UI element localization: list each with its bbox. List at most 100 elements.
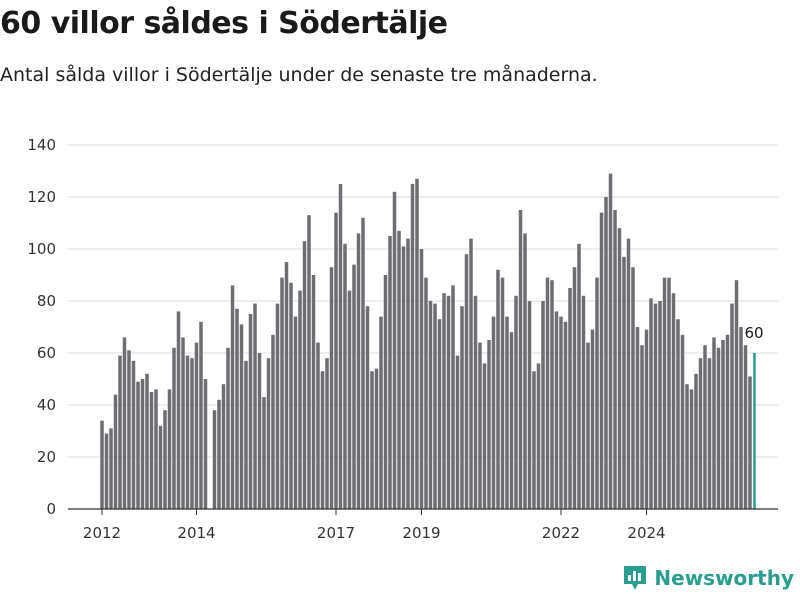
- bar: [545, 277, 550, 509]
- y-tick-label: 120: [27, 188, 56, 206]
- bar: [419, 249, 424, 509]
- bar: [514, 295, 518, 509]
- bar: [109, 428, 113, 509]
- bar: [577, 243, 581, 510]
- bar: [244, 360, 248, 509]
- x-tick-label: 2024: [627, 524, 665, 540]
- bar: [743, 345, 748, 509]
- bar: [154, 389, 158, 509]
- bar: [658, 301, 662, 509]
- bar: [487, 340, 491, 509]
- brand-logo: Newsworthy: [622, 564, 794, 592]
- bar: [698, 358, 703, 509]
- bar: [734, 280, 739, 509]
- bar: [172, 347, 176, 509]
- bar: [730, 303, 734, 509]
- bar: [370, 371, 374, 509]
- newsworthy-logo-icon: [624, 566, 647, 590]
- bar: [311, 275, 316, 509]
- bar: [694, 373, 698, 509]
- x-tick-label: 2017: [317, 524, 355, 540]
- bar: [221, 384, 226, 509]
- bar: [523, 233, 527, 509]
- bar: [338, 184, 343, 509]
- bar: [383, 275, 388, 509]
- bar: [320, 371, 325, 509]
- bar: [140, 379, 145, 509]
- bar: [307, 215, 311, 509]
- bar: [392, 191, 397, 510]
- bar: [271, 334, 275, 509]
- bar: [460, 306, 464, 509]
- bar: [671, 293, 676, 509]
- bar: [199, 321, 203, 509]
- bar: [559, 316, 563, 509]
- bar: [563, 321, 568, 509]
- bar: [496, 269, 500, 509]
- bar: [442, 293, 446, 509]
- bar: [334, 212, 338, 509]
- x-tick-label: 2019: [402, 524, 440, 540]
- bar: [325, 358, 329, 509]
- y-tick-label: 100: [27, 240, 56, 258]
- bar: [509, 332, 514, 509]
- chart-subtitle: Antal sålda villor i Södertälje under de…: [0, 64, 598, 86]
- bar: [748, 376, 752, 509]
- bar: [446, 295, 451, 509]
- bar: [721, 340, 725, 509]
- bar: [212, 410, 217, 509]
- bar: [194, 342, 199, 509]
- bar: [613, 210, 617, 509]
- y-tick-label: 0: [46, 500, 56, 518]
- bar: [500, 277, 505, 509]
- bar: [604, 197, 608, 509]
- brand-name: Newsworthy: [654, 566, 794, 590]
- bar: [505, 316, 509, 509]
- bar: [712, 337, 716, 509]
- bar: [644, 329, 649, 509]
- bar: [568, 288, 572, 509]
- bar: [298, 290, 302, 509]
- bar: [491, 316, 496, 509]
- bar-latest: [753, 353, 756, 509]
- bar: [631, 267, 635, 509]
- x-tick-label: 2014: [177, 524, 215, 540]
- bar: [239, 324, 244, 509]
- bar: [410, 184, 415, 509]
- bar: [424, 277, 428, 509]
- bar: [689, 389, 694, 509]
- bar: [280, 277, 284, 509]
- bar: [397, 230, 401, 510]
- bar: [262, 397, 266, 509]
- bar: [203, 379, 208, 509]
- bar: [275, 303, 280, 509]
- bar: [586, 342, 590, 509]
- bar: [316, 342, 320, 509]
- bar: [541, 301, 545, 509]
- bar: [739, 327, 743, 509]
- bar: [235, 308, 239, 509]
- bar: [532, 371, 536, 509]
- bar: [145, 373, 149, 509]
- bar: [181, 337, 185, 509]
- bar: [149, 392, 154, 509]
- bar: [608, 173, 613, 509]
- bar: [649, 298, 653, 509]
- x-tick-label: 2012: [83, 524, 121, 540]
- bar: [131, 360, 136, 509]
- bar: [388, 236, 392, 509]
- bar: [293, 316, 298, 509]
- bar: [136, 381, 140, 509]
- bar: [473, 295, 478, 509]
- bar: [680, 334, 685, 509]
- bar: [113, 394, 118, 509]
- bar: [343, 243, 347, 510]
- bar: [653, 303, 658, 509]
- latest-value-label: 60: [745, 324, 764, 342]
- chart-title: 60 villor såldes i Södertälje: [0, 6, 448, 41]
- bar: [527, 301, 532, 509]
- x-tick-label: 2022: [542, 524, 580, 540]
- y-tick-label: 80: [37, 292, 56, 310]
- bar: [725, 334, 730, 509]
- bar: [127, 350, 131, 509]
